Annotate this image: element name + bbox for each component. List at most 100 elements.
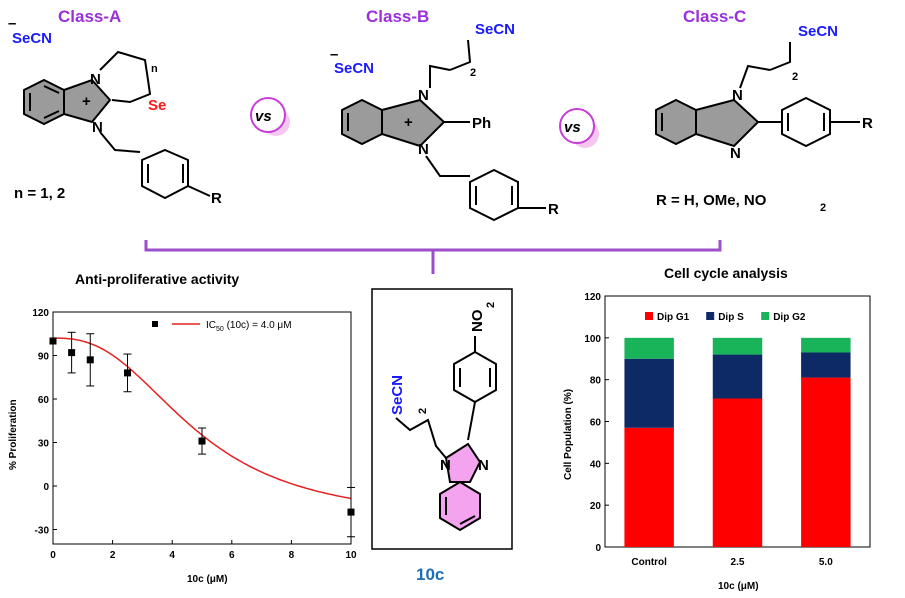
atom-n3-c: N	[730, 145, 741, 162]
vs-label-2: vs	[564, 119, 581, 136]
atom-n1-10c: N	[440, 457, 451, 474]
compound-subscript: 2	[417, 408, 429, 414]
y-tick-label: 120	[32, 308, 49, 319]
class-c-structure: Class-C SeCN 2 N N R R = H, OMe, NO 2	[655, 7, 873, 214]
class-b-subscript: 2	[470, 67, 476, 79]
chart1-xlabel: 10c (μM)	[187, 574, 228, 585]
legend-label: Dip S	[718, 312, 744, 323]
class-c-title: Class-C	[683, 7, 746, 26]
x-tick-label: 2	[110, 550, 116, 561]
atom-n1-c: N	[732, 87, 743, 104]
x-tick-label: 0	[50, 550, 56, 561]
cell-cycle-chart: Cell cycle analysis 0 20 40 60 80 100 120 Contr…	[563, 265, 871, 592]
class-b-structure: Class-B SeCN – SeCN 2 + N N Ph R	[330, 7, 559, 222]
plus-charge: +	[82, 93, 91, 110]
y-tick-label: 60	[590, 418, 602, 429]
n-values: n = 1, 2	[14, 185, 65, 202]
phenyl-label: Ph	[472, 115, 491, 132]
legend-swatch	[706, 312, 715, 320]
class-b-title: Class-B	[366, 7, 429, 26]
bar-segment	[624, 337, 674, 359]
y-tick-label: 60	[38, 395, 50, 406]
chart2-ylabel: Cell Population (%)	[563, 389, 574, 480]
y-tick-label: 20	[590, 501, 602, 512]
y-tick-label: 40	[590, 459, 602, 470]
compound-10c: NO 2 SeCN 2 N N 10c	[371, 288, 513, 584]
data-point	[198, 437, 206, 445]
category-label: 5.0	[819, 557, 833, 568]
legend-marker	[152, 321, 158, 327]
atom-n1: N	[90, 71, 101, 88]
data-point	[124, 369, 131, 377]
r-group-a: R	[211, 190, 222, 207]
fit-curve	[53, 337, 352, 500]
class-a-structure: Class-A – SeCN + N N Se n R n = 1, 2	[8, 7, 222, 207]
legend-swatch	[761, 312, 770, 320]
y-tick-label: 30	[38, 439, 50, 450]
x-tick-label: 8	[289, 550, 295, 561]
atom-n1-b: N	[418, 87, 429, 104]
x-tick-label: 4	[169, 550, 175, 561]
vs-badge-1: vs	[250, 97, 290, 136]
data-point	[49, 337, 57, 345]
legend-label: Dip G1	[657, 312, 690, 323]
compound-secn: SeCN	[389, 375, 406, 415]
vs-badge-2: vs	[559, 108, 599, 148]
y-tick-label: 0	[43, 482, 49, 493]
class-b-top-secn: SeCN	[475, 21, 515, 38]
atom-n3-b: N	[418, 141, 429, 158]
bar-segment	[801, 377, 851, 547]
legend-swatch	[645, 312, 653, 320]
minus-sign-b: –	[330, 46, 338, 63]
x-tick-label: 6	[229, 550, 235, 561]
class-a-title: Class-A	[58, 7, 121, 26]
chart1-ylabel: % Proliferation	[8, 399, 19, 470]
bar-segment	[624, 427, 674, 547]
convergence-bracket	[144, 240, 722, 274]
chart1-title: Anti-proliferative activity	[75, 271, 239, 287]
x-tick-label: 10	[345, 550, 357, 561]
category-label: Control	[631, 557, 667, 568]
r-group-c: R	[862, 115, 873, 132]
atom-n3-10c: N	[478, 457, 489, 474]
r-values: R = H, OMe, NO	[656, 192, 767, 209]
bar-segment	[712, 337, 763, 355]
y-tick-label: 100	[584, 334, 601, 345]
category-label: 2.5	[731, 557, 745, 568]
ring-n-subscript: n	[151, 63, 158, 75]
chart2-title: Cell cycle analysis	[664, 265, 788, 281]
data-point	[347, 508, 355, 516]
chart2-xlabel: 10c (μM)	[718, 581, 759, 592]
class-a-anion: SeCN	[12, 30, 52, 47]
minus-sign: –	[8, 15, 16, 32]
bar-segment	[712, 398, 763, 547]
data-point	[86, 356, 94, 364]
bar-segment	[712, 354, 763, 399]
y-tick-label: 0	[595, 543, 601, 554]
plus-charge-b: +	[404, 114, 413, 131]
legend-text: IC50 (10c) = 4.0 μM	[206, 320, 292, 333]
compound-name: 10c	[416, 565, 444, 584]
r-values-subscript: 2	[820, 202, 826, 214]
atom-n3: N	[92, 119, 103, 136]
data-point	[68, 349, 76, 357]
legend-label: Dip G2	[773, 312, 806, 323]
y-tick-label: 120	[584, 292, 601, 303]
nitro-label: NO	[469, 309, 486, 332]
y-tick-label: 90	[38, 352, 50, 363]
r-group-b: R	[548, 201, 559, 218]
vs-label-1: vs	[255, 108, 272, 125]
bar-segment	[624, 358, 674, 428]
class-c-top-secn: SeCN	[798, 23, 838, 40]
atom-se: Se	[148, 97, 166, 114]
proliferation-chart: Anti-proliferative activity 0 2 4 6 8 10 -30 0 3…	[8, 271, 357, 585]
y-tick-label: 80	[590, 376, 602, 387]
nitro-subscript: 2	[485, 302, 497, 308]
class-b-anion: SeCN	[334, 60, 374, 77]
class-c-subscript: 2	[792, 71, 798, 83]
y-tick-label: -30	[35, 526, 50, 537]
bar-segment	[801, 337, 851, 353]
bar-segment	[801, 352, 851, 378]
